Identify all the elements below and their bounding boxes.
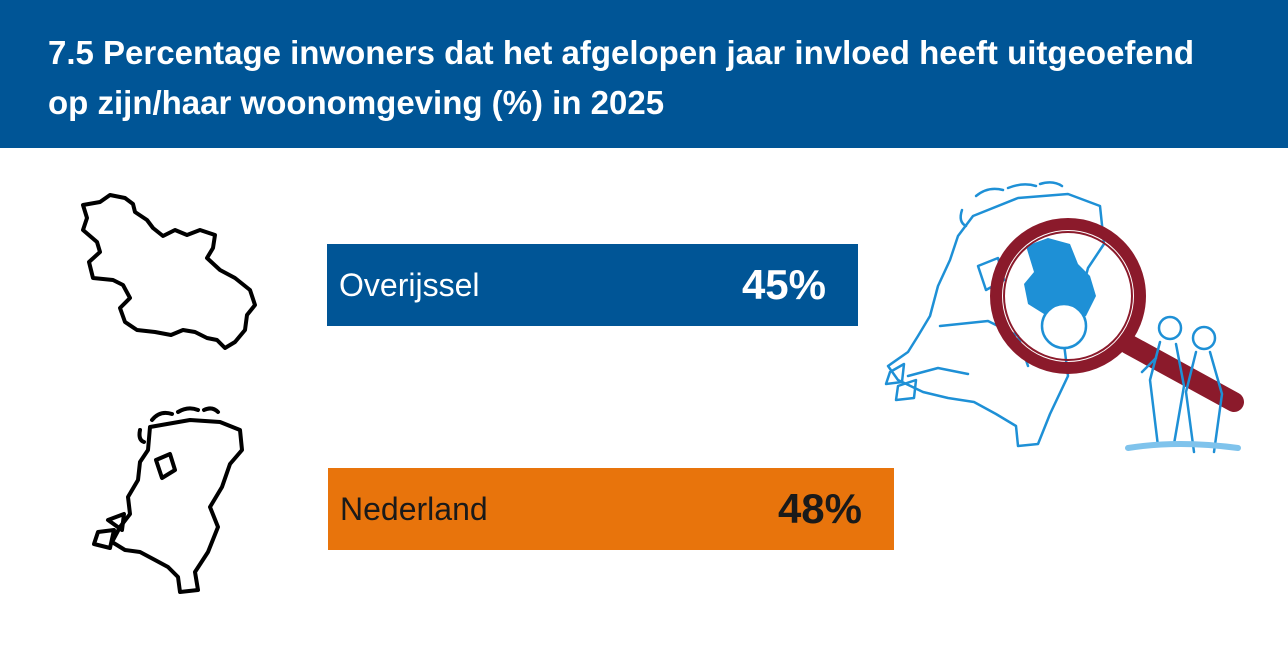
data-label-overijssel: 45% bbox=[741, 261, 826, 308]
bar-nederland: Nederland 48% bbox=[328, 468, 894, 550]
bar-overijssel: Overijssel 45% bbox=[327, 244, 858, 326]
chart-title: 7.5 Percentage inwoners dat het afgelope… bbox=[48, 34, 1195, 121]
overijssel-outline-icon bbox=[81, 193, 257, 350]
bar-label-nederland: Nederland bbox=[340, 491, 488, 527]
data-label-nederland: 48% bbox=[777, 485, 862, 532]
netherlands-outline-icon bbox=[92, 406, 244, 594]
magnifier-map-illustration bbox=[884, 181, 1244, 454]
title-banner: 7.5 Percentage inwoners dat het afgelope… bbox=[0, 0, 1288, 148]
bar-label-overijssel: Overijssel bbox=[339, 267, 480, 303]
